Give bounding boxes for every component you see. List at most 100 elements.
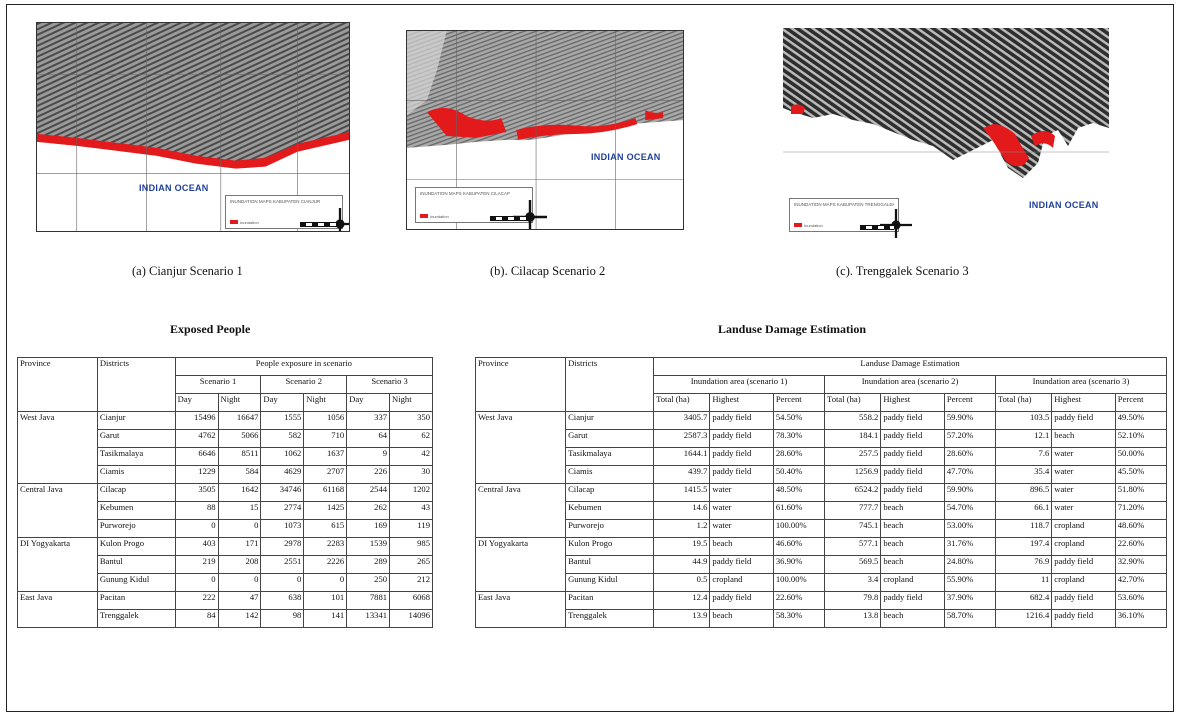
header-highest: Highest [880,393,945,412]
value-cell: paddy field [880,483,945,502]
value-cell: 350 [389,411,433,430]
header-province: Province [17,357,98,412]
value-cell: 15496 [174,411,219,430]
value-cell: 1256.9 [824,465,882,484]
value-cell: 439.7 [653,465,711,484]
value-cell: water [709,483,774,502]
value-cell: 1073 [260,519,305,538]
value-cell: beach [1051,429,1116,448]
table-row: Central Java Cilacap 1415.5 water 48.50% 6524… [474,483,1168,538]
table-row: West Java Cianjur 3405.7 paddy field 54.50% 5… [474,411,1168,484]
map-cilacap: INDIAN OCEAN INUNDATION MAPS KABUPATEN C… [406,30,684,230]
value-cell: 28.60% [943,447,996,466]
legend-title: INUNDATION MAPS KABUPATEN CILACAP [420,191,511,196]
header-percent: Percent [943,393,996,412]
value-cell: 66.1 [994,501,1053,520]
value-cell: 42.70% [1114,573,1168,592]
value-cell: 184.1 [824,429,882,448]
caption-map-c: (c). Trenggalek Scenario 3 [836,264,969,278]
ocean-label: INDIAN OCEAN [1029,200,1099,210]
district-cell: Cilacap [96,483,176,502]
value-cell: water [709,501,774,520]
value-cell: 9 [346,447,391,466]
value-cell: 44.9 [653,555,711,574]
value-cell: 1.2 [653,519,711,538]
header-night: Night [303,393,348,412]
inundation-swatch [230,220,238,224]
value-cell: 13.9 [653,609,711,628]
value-cell: 36.90% [772,555,826,574]
landuse-damage-table: Province Districts Landuse Damage Estima… [474,357,1168,628]
value-cell: 0 [217,573,262,592]
value-cell: 30 [389,465,433,484]
exposed-body: West Java Cianjur 15496 16647 1555 1056 337 350… [17,411,433,628]
value-cell: 2226 [303,555,348,574]
value-cell: 45.50% [1114,465,1168,484]
district-cell: Trenggalek [96,609,176,628]
value-cell: 14.6 [653,501,711,520]
value-cell: 58.70% [943,609,996,628]
table-row: Central Java Cilacap 3505 1642 34746 61168 254… [17,483,433,538]
value-cell: 31.76% [943,537,996,556]
value-cell: 119 [389,519,433,538]
landuse-header-row: Province Districts Landuse Damage Estima… [474,357,1167,412]
province-cell: West Java [474,411,567,484]
value-cell: 0.5 [653,573,711,592]
value-cell: 49.50% [1114,411,1168,430]
value-cell: water [1051,447,1116,466]
district-cell: Purworejo [96,519,176,538]
province-cell: DI Yogyakarta [474,537,567,592]
district-cell: Garut [565,429,655,448]
value-cell: 5066 [217,429,262,448]
table-row: Bantul 219 208 2551 2226 289 265 [18,555,433,574]
value-cell: 28.60% [772,447,826,466]
value-cell: 84 [174,609,219,628]
value-cell: 1062 [260,447,305,466]
district-cell: Gunung Kidul [96,573,176,592]
map-trenggalek-graphic [783,28,1109,178]
value-cell: 558.2 [824,411,882,430]
value-cell: 53.00% [943,519,996,538]
map-cianjur-graphic [37,23,349,231]
value-cell: 1202 [389,483,433,502]
value-cell: 2707 [303,465,348,484]
value-cell: 250 [346,573,391,592]
table-row: Ciamis 1229 584 4629 2707 226 30 [18,465,433,484]
value-cell: 57.20% [943,429,996,448]
value-cell: 78.30% [772,429,826,448]
value-cell: 0 [217,519,262,538]
value-cell: paddy field [709,429,774,448]
header-landuse-group: Landuse Damage Estimation [653,357,1167,376]
value-cell: paddy field [709,591,774,610]
value-cell: paddy field [709,411,774,430]
value-cell: 36.10% [1114,609,1168,628]
value-cell: paddy field [880,429,945,448]
value-cell: paddy field [880,447,945,466]
value-cell: 59.90% [943,411,996,430]
header-percent: Percent [772,393,826,412]
table-row: Gunung Kidul 0 0 0 0 250 212 [18,573,433,592]
header-night: Night [217,393,262,412]
value-cell: 2283 [303,537,348,556]
table-row: Trenggalek 84 142 98 141 13341 14096 [18,609,433,628]
header-scenario: Scenario 2 [260,375,348,394]
value-cell: cropland [1051,519,1116,538]
value-cell: water [709,519,774,538]
value-cell: beach [880,537,945,556]
header-highest: Highest [1051,393,1116,412]
header-total: Total (ha) [653,393,711,412]
district-cell: Ciamis [565,465,655,484]
value-cell: 197.4 [994,537,1053,556]
province-cell: DI Yogyakarta [17,537,98,592]
value-cell: 79.8 [824,591,882,610]
north-arrow-icon [513,200,547,229]
value-cell: 16647 [217,411,262,430]
value-cell: 32.90% [1114,555,1168,574]
value-cell: 61168 [303,483,348,502]
value-cell: 59.90% [943,483,996,502]
table-row: Garut 4762 5066 582 710 64 62 [18,429,433,448]
map-cianjur: INDIAN OCEAN INUNDATION MAPS KABUPATEN C… [36,22,350,232]
header-inundation-area: Inundation area (scenario 1) [653,375,826,394]
header-highest: Highest [709,393,774,412]
scale-bar [490,216,528,221]
